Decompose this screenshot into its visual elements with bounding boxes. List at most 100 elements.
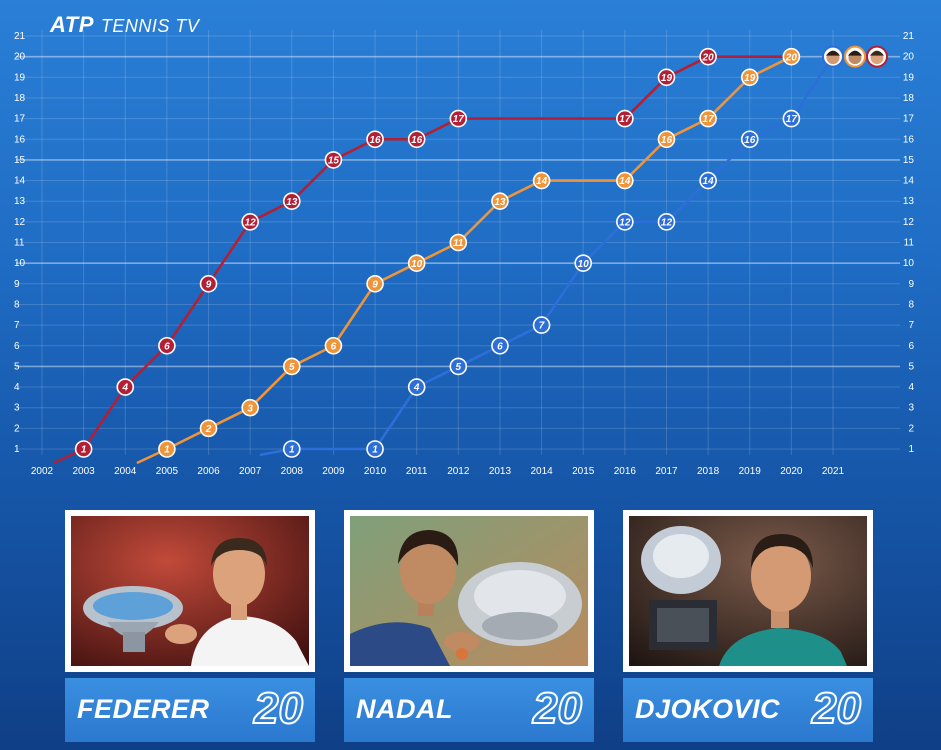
avatar-djokovic (822, 45, 844, 68)
data-label-nadal: 2 (205, 424, 212, 435)
y-tick-label-right: 12 (903, 217, 915, 228)
marker-federer (366, 130, 384, 149)
marker-federer (158, 336, 176, 355)
player-name: FEDERER (77, 694, 210, 724)
data-label-djokovic: 12 (619, 217, 631, 228)
data-label-nadal: 3 (247, 403, 253, 414)
data-label-nadal: 1 (164, 445, 170, 456)
data-label-nadal: 20 (785, 52, 798, 63)
y-tick-label-left: 8 (14, 299, 20, 310)
federer-trophy-photo (65, 510, 315, 672)
marker-nadal (366, 274, 384, 293)
marker-djokovic (407, 378, 426, 396)
marker-federer (241, 213, 259, 231)
data-label-djokovic: 1 (372, 445, 378, 456)
player-name: NADAL (356, 694, 453, 724)
marker-nadal (699, 109, 717, 128)
data-label-nadal: 14 (536, 176, 548, 187)
data-label-federer: 17 (619, 114, 631, 125)
data-label-djokovic: 6 (497, 341, 503, 352)
data-label-nadal: 17 (703, 114, 715, 125)
y-tick-label-left: 12 (14, 217, 26, 228)
x-tick-label: 2002 (31, 466, 54, 477)
nadal-trophy-photo (344, 510, 594, 672)
data-label-nadal: 19 (744, 73, 756, 84)
x-tick-label: 2017 (655, 466, 678, 477)
data-label-federer: 20 (702, 52, 715, 63)
x-tick-label: 2009 (322, 466, 345, 477)
y-tick-label-right: 14 (903, 176, 915, 187)
data-label-federer: 4 (121, 383, 128, 394)
x-tick-label: 2003 (73, 466, 96, 477)
player-card-nadal: NADAL 20 (344, 510, 594, 742)
x-tick-label: 2016 (614, 466, 637, 477)
federer-photo-illustration (71, 516, 309, 666)
y-tick-label-left: 9 (14, 279, 20, 290)
data-label-djokovic: 7 (539, 321, 545, 332)
y-tick-label-left: 14 (14, 176, 26, 187)
y-tick-label-right: 11 (904, 238, 915, 249)
y-tick-label-left: 11 (14, 238, 25, 249)
nadal-name-plate: NADAL 20 (344, 678, 594, 742)
y-tick-label-right: 18 (903, 93, 915, 104)
y-tick-label-right: 9 (908, 279, 914, 290)
x-axis: 2002 2003 2004 2005 2006 2007 2008 2009 2010 2011… (31, 466, 845, 477)
y-tick-label-right: 17 (903, 114, 915, 125)
y-tick-label-right: 2 (908, 423, 914, 434)
avatar-federer (866, 45, 888, 68)
y-tick-label-right: 6 (908, 341, 914, 352)
y-tick-label-left: 4 (14, 382, 20, 393)
player-card-federer: FEDERER 20 (65, 510, 315, 742)
x-tick-label: 2004 (114, 466, 137, 477)
y-tick-label-right: 21 (903, 31, 915, 42)
marker-nadal (324, 336, 343, 355)
y-tick-label-left: 7 (14, 320, 20, 331)
logo-product: TENNIS TV (100, 16, 200, 36)
data-label-federer: 6 (164, 341, 170, 352)
avatar-nadal (844, 45, 866, 68)
y-tick-label-left: 16 (14, 134, 26, 145)
y-tick-label-right: 8 (908, 299, 914, 310)
y-tick-label-left: 3 (14, 403, 20, 414)
marker-djokovic (532, 316, 551, 334)
y-tick-label-left: 10 (14, 258, 26, 269)
x-tick-label: 2013 (489, 466, 512, 477)
data-label-nadal: 11 (453, 238, 464, 249)
marker-djokovic (616, 213, 634, 231)
y-tick-label-left: 15 (14, 155, 26, 166)
marker-nadal (740, 68, 759, 87)
nadal-photo-illustration (350, 516, 588, 666)
line-djokovic (259, 55, 835, 457)
data-label-federer: 16 (411, 135, 423, 146)
y-tick-label-left: 20 (14, 52, 26, 63)
y-tick-label-right: 7 (908, 320, 914, 331)
marker-djokovic (282, 440, 301, 458)
y-tick-label-right: 16 (903, 134, 915, 145)
data-label-federer: 13 (286, 197, 298, 208)
data-label-federer: 16 (369, 135, 381, 146)
marker-nadal (616, 171, 634, 190)
slam-count: 20 (532, 683, 583, 734)
x-tick-label: 2005 (156, 466, 179, 477)
y-tick-label-left: 19 (14, 72, 26, 83)
y-tick-label-left: 13 (14, 196, 26, 207)
y-tick-label-right: 13 (903, 196, 915, 207)
marker-djokovic (366, 440, 384, 458)
data-label-federer: 12 (245, 217, 257, 228)
marker-nadal (199, 419, 218, 438)
y-tick-label-right: 15 (903, 155, 915, 166)
marker-djokovic (491, 336, 509, 355)
marker-federer (324, 151, 343, 169)
marker-federer (74, 440, 93, 458)
data-label-federer: 17 (453, 114, 465, 125)
marker-nadal (491, 192, 509, 210)
marker-federer (116, 378, 135, 396)
djokovic-name-plate: DJOKOVIC 20 (623, 678, 873, 742)
y-tick-label-right: 10 (903, 258, 915, 269)
data-label-nadal: 16 (661, 135, 673, 146)
djokovic-trophy-photo (623, 510, 873, 672)
x-tick-label: 2011 (406, 466, 428, 477)
data-label-federer: 15 (328, 156, 340, 167)
y-tick-label-left: 2 (14, 423, 20, 434)
